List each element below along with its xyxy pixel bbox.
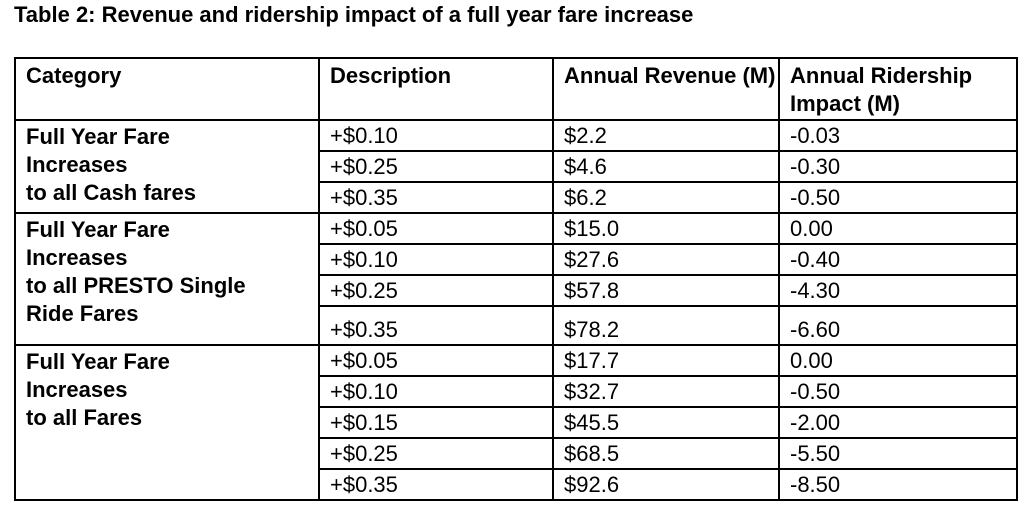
description-cell: +$0.10 [318, 119, 554, 152]
description-cell: +$0.05 [318, 212, 554, 245]
header-annual-ridership-impact: Annual Ridership Impact (M) [778, 57, 1018, 121]
description-cell: +$0.05 [318, 344, 554, 377]
table-row: +$0.25 $4.6 -0.30 [15, 150, 1018, 183]
revenue-cell: $32.7 [552, 375, 780, 408]
ridership-cell: -0.30 [778, 150, 1018, 183]
table-row: +$0.15 $45.5 -2.00 [15, 406, 1018, 439]
category-line: to all PRESTO Single [26, 273, 246, 298]
table-row: +$0.10 $32.7 -0.50 [15, 375, 1018, 408]
description-cell: +$0.35 [318, 468, 554, 501]
ridership-cell: -8.50 [778, 468, 1018, 501]
ridership-cell: -6.60 [778, 305, 1018, 346]
category-line: Increases [26, 377, 128, 402]
category-line: to all Fares [26, 405, 143, 430]
revenue-cell: $4.6 [552, 150, 780, 183]
revenue-cell: $17.7 [552, 344, 780, 377]
ridership-cell: 0.00 [778, 212, 1018, 245]
ridership-cell: -2.00 [778, 406, 1018, 439]
revenue-cell: $2.2 [552, 119, 780, 152]
category-line: to all Cash fares [26, 180, 196, 205]
table-row: Full Year Fare Increases to all Cash far… [14, 119, 1018, 214]
table-row: +$0.25 $57.8 -4.30 [15, 274, 1018, 307]
description-cell: +$0.25 [318, 274, 554, 307]
category-cell: Full Year Fare Increases to all Cash far… [14, 119, 320, 214]
table-row: +$0.35 $78.2 -6.60 [15, 305, 1018, 346]
fare-increase-table: Category Description Annual Revenue (M) … [14, 57, 1018, 501]
header-category: Category [14, 57, 320, 121]
category-cell: Full Year Fare Increases to all Fares [14, 344, 320, 501]
category-line: Full Year Fare [26, 217, 170, 242]
ridership-cell: -0.40 [778, 243, 1018, 276]
table-row: +$0.25 $68.5 -5.50 [15, 437, 1018, 470]
ridership-cell: -4.30 [778, 274, 1018, 307]
ridership-cell: -0.03 [778, 119, 1018, 152]
category-line: Ride Fares [26, 301, 139, 326]
ridership-cell: -0.50 [778, 181, 1018, 214]
ridership-cell: -0.50 [778, 375, 1018, 408]
revenue-cell: $68.5 [552, 437, 780, 470]
revenue-cell: $57.8 [552, 274, 780, 307]
revenue-cell: $45.5 [552, 406, 780, 439]
header-row: Category Description Annual Revenue (M) … [14, 57, 1018, 121]
category-line: Increases [26, 152, 128, 177]
description-cell: +$0.35 [318, 181, 554, 214]
revenue-cell: $27.6 [552, 243, 780, 276]
header-description: Description [318, 57, 554, 121]
category-line: Full Year Fare [26, 349, 170, 374]
revenue-cell: $6.2 [552, 181, 780, 214]
description-cell: +$0.25 [318, 150, 554, 183]
table-row: +$0.10 $27.6 -0.40 [15, 243, 1018, 276]
ridership-cell: 0.00 [778, 344, 1018, 377]
table-row: Full Year Fare Increases to all Fares +$… [14, 344, 1018, 501]
category-cell: Full Year Fare Increases to all PRESTO S… [14, 212, 320, 346]
header-annual-revenue: Annual Revenue (M) [552, 57, 780, 121]
table-row: Full Year Fare Increases to all PRESTO S… [14, 212, 1018, 346]
revenue-cell: $92.6 [552, 468, 780, 501]
description-cell: +$0.15 [318, 406, 554, 439]
table-caption: Table 2: Revenue and ridership impact of… [14, 2, 694, 27]
revenue-cell: $78.2 [552, 305, 780, 346]
description-cell: +$0.10 [318, 243, 554, 276]
ridership-cell: -5.50 [778, 437, 1018, 470]
description-cell: +$0.35 [318, 305, 554, 346]
description-cell: +$0.25 [318, 437, 554, 470]
table-row: +$0.35 $92.6 -8.50 [15, 468, 1018, 501]
category-line: Increases [26, 245, 128, 270]
table-row: +$0.35 $6.2 -0.50 [15, 181, 1018, 214]
category-line: Full Year Fare [26, 124, 170, 149]
revenue-cell: $15.0 [552, 212, 780, 245]
description-cell: +$0.10 [318, 375, 554, 408]
